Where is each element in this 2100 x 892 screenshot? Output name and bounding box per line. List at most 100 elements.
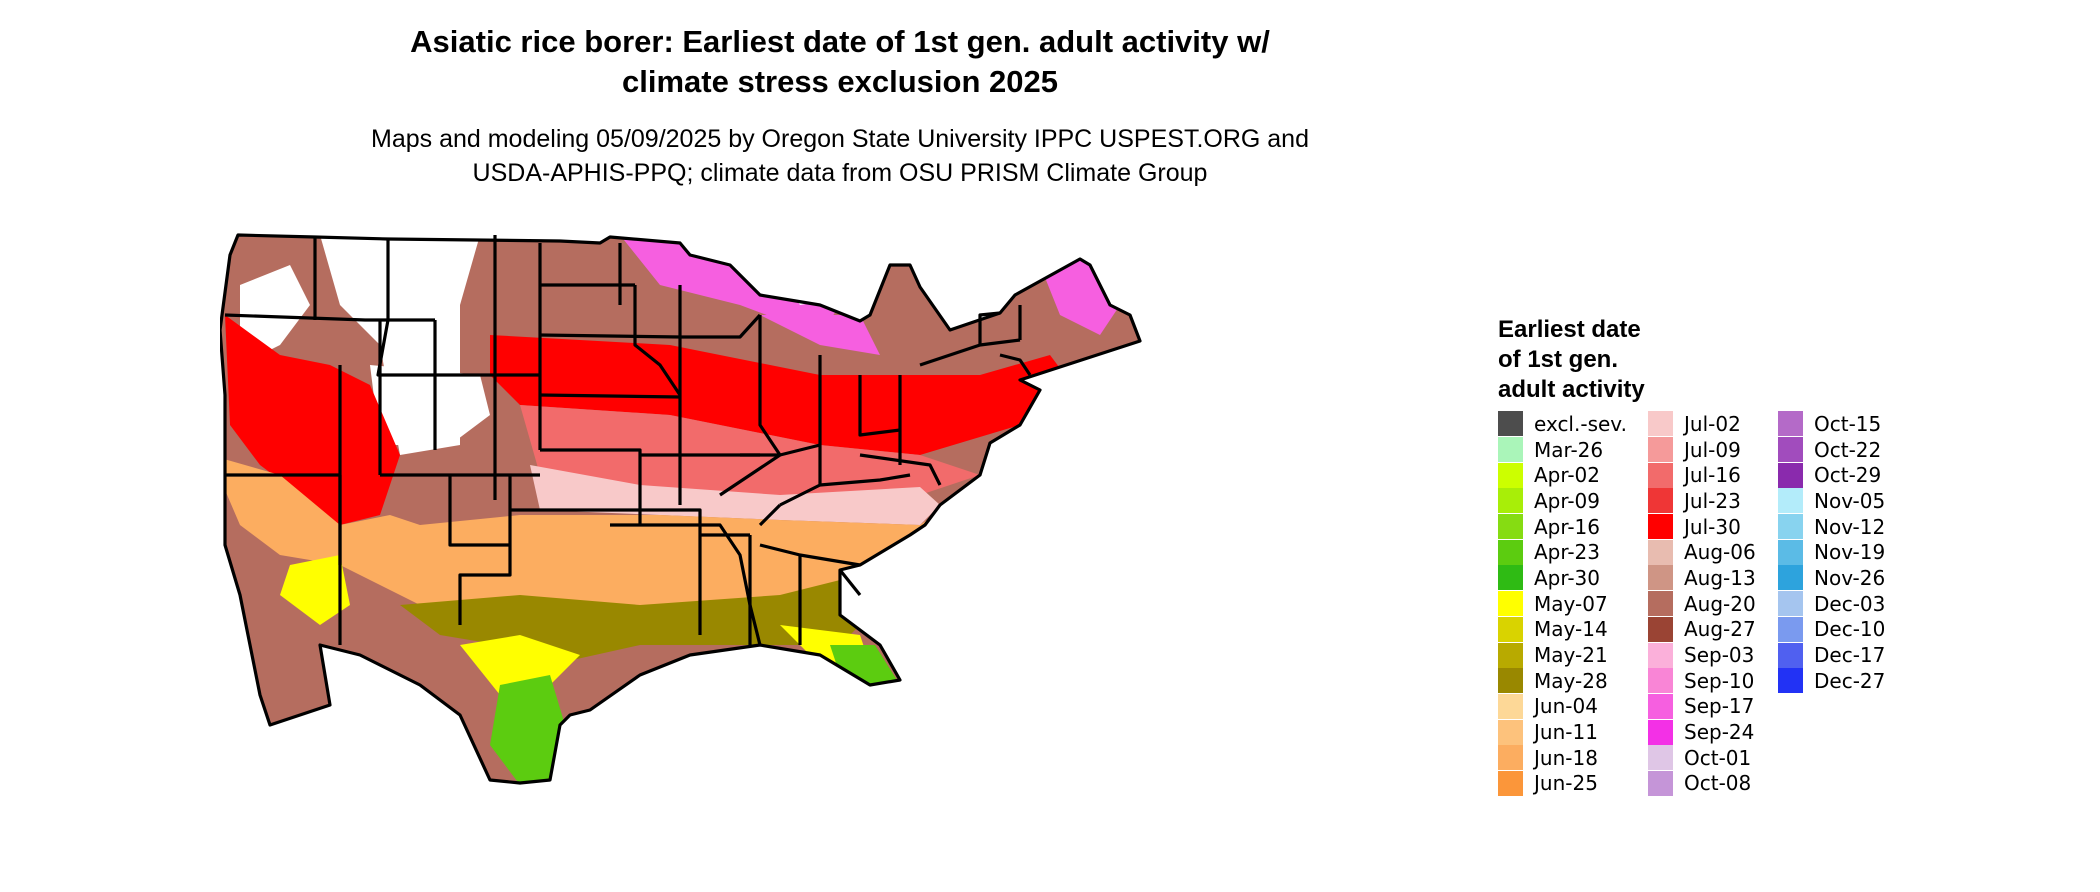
legend-item: Oct-01 (1648, 745, 1756, 771)
legend-item: Jul-30 (1648, 514, 1756, 540)
legend-label: Apr-16 (1534, 514, 1600, 539)
map-title: Asiatic rice borer: Earliest date of 1st… (300, 22, 1380, 102)
legend-swatch (1498, 411, 1523, 437)
legend-item: Sep-03 (1648, 642, 1756, 668)
legend-item: Nov-05 (1778, 488, 1885, 514)
legend-item: Jul-02 (1648, 411, 1756, 437)
legend-label: Jul-23 (1684, 488, 1741, 513)
legend-swatch (1648, 514, 1673, 540)
legend-item: Jun-04 (1498, 693, 1627, 720)
legend-label: Aug-20 (1684, 591, 1756, 616)
legend-item: Apr-09 (1498, 488, 1627, 514)
legend-swatch (1648, 770, 1673, 796)
legend-swatch (1778, 565, 1803, 591)
legend-item: Mar-26 (1498, 437, 1627, 463)
legend-swatch (1648, 591, 1673, 617)
legend-title-line: adult activity (1498, 376, 1645, 403)
legend-label: Dec-27 (1814, 668, 1886, 693)
legend-item: May-21 (1498, 642, 1627, 668)
legend-item: Dec-03 (1778, 591, 1885, 617)
legend-item: Jun-11 (1498, 719, 1627, 745)
legend-label: Jun-11 (1534, 720, 1598, 745)
legend-item: Dec-10 (1778, 616, 1886, 643)
legend-item: Dec-27 (1778, 668, 1885, 694)
legend-swatch (1498, 693, 1523, 719)
legend-swatch (1778, 642, 1803, 668)
map-title-line-1: Asiatic rice borer: Earliest date of 1st… (410, 24, 1270, 59)
legend-item: Jul-16 (1648, 462, 1756, 488)
legend-swatch (1498, 668, 1523, 694)
legend-label: Apr-23 (1534, 540, 1600, 565)
legend-swatch (1778, 591, 1803, 617)
legend-label: Oct-29 (1814, 463, 1882, 488)
map-zone-pink-3 (760, 315, 880, 355)
legend-label: excl.-sev. (1534, 411, 1627, 436)
legend-title: Earliest date of 1st gen. adult activity (1498, 315, 1645, 405)
legend-label: Sep-03 (1684, 643, 1755, 668)
legend-label: Jun-18 (1534, 745, 1598, 770)
legend-column-1: excl.-sev. Mar-26 Apr-02 Apr-09 Apr-16 Apr-23… (1498, 411, 1627, 796)
map-subtitle: Maps and modeling 05/09/2025 by Oregon S… (300, 122, 1380, 190)
legend-swatch (1648, 539, 1673, 565)
legend-item: Jun-18 (1498, 745, 1627, 771)
legend-label: May-14 (1534, 617, 1608, 642)
legend-swatch (1648, 719, 1673, 745)
legend-label: Nov-05 (1814, 488, 1886, 513)
legend-swatch (1648, 462, 1673, 488)
legend-swatch (1778, 488, 1803, 514)
legend-item: Aug-13 (1648, 565, 1756, 591)
legend-item: Apr-30 (1498, 565, 1627, 591)
legend-swatch (1648, 565, 1673, 591)
legend-label: Dec-10 (1814, 617, 1886, 642)
legend-item: Nov-12 (1778, 514, 1885, 540)
legend-column-3: Oct-15 Oct-22 Oct-29 Nov-05 Nov-12 Nov-19 Nov-… (1778, 411, 1885, 694)
legend-swatch (1498, 514, 1523, 540)
legend-swatch (1648, 616, 1673, 642)
legend-swatch (1778, 411, 1803, 437)
legend-swatch (1498, 719, 1523, 745)
map-zone-green-florida (830, 645, 900, 695)
legend-label: Oct-01 (1684, 745, 1752, 770)
legend-swatch (1498, 591, 1523, 617)
legend-label: Oct-22 (1814, 437, 1882, 462)
legend-item: Jun-25 (1498, 770, 1627, 797)
map-zone-red-west (225, 315, 400, 525)
legend-swatch (1498, 616, 1523, 642)
legend-column-2: Jul-02 Jul-09 Jul-16 Jul-23 Jul-30 Aug-06 Aug-… (1648, 411, 1756, 796)
legend-item: Nov-19 (1778, 539, 1885, 565)
legend-swatch (1498, 745, 1523, 771)
legend-item: Sep-24 (1648, 719, 1756, 745)
legend-item: Apr-02 (1498, 462, 1627, 488)
legend-item: Aug-20 (1648, 591, 1756, 617)
legend-item: Aug-06 (1648, 539, 1756, 565)
legend-swatch (1648, 411, 1673, 437)
legend-swatch (1778, 616, 1803, 642)
legend-title-line: Earliest date (1498, 316, 1641, 343)
map-zone-yellow-arizona (280, 555, 350, 625)
map-zone-excluded-utah (370, 365, 490, 445)
legend-label: Jun-04 (1534, 694, 1598, 719)
legend-label: Jul-09 (1684, 437, 1741, 462)
legend-item: Oct-22 (1778, 437, 1885, 463)
legend-label: Apr-02 (1534, 463, 1600, 488)
legend-item: Oct-08 (1648, 770, 1756, 797)
legend-label: Nov-19 (1814, 540, 1886, 565)
legend-label: Aug-27 (1684, 617, 1756, 642)
legend-swatch (1648, 693, 1673, 719)
legend-label: Dec-17 (1814, 643, 1886, 668)
map-subtitle-line-1: Maps and modeling 05/09/2025 by Oregon S… (371, 125, 1309, 153)
legend-swatch (1498, 642, 1523, 668)
legend-label: Oct-15 (1814, 411, 1882, 436)
map-title-line-2: climate stress exclusion 2025 (622, 64, 1058, 99)
us-map (220, 233, 1142, 785)
legend-swatch (1778, 437, 1803, 463)
legend-label: Mar-26 (1534, 437, 1604, 462)
legend-item: May-07 (1498, 591, 1627, 617)
legend-swatch (1778, 462, 1803, 488)
legend-item: Jul-23 (1648, 488, 1756, 514)
legend-label: Apr-30 (1534, 565, 1600, 590)
legend-label: May-07 (1534, 591, 1608, 616)
legend-swatch (1648, 668, 1673, 694)
legend-label: Dec-03 (1814, 591, 1886, 616)
legend-item: Sep-17 (1648, 693, 1756, 720)
